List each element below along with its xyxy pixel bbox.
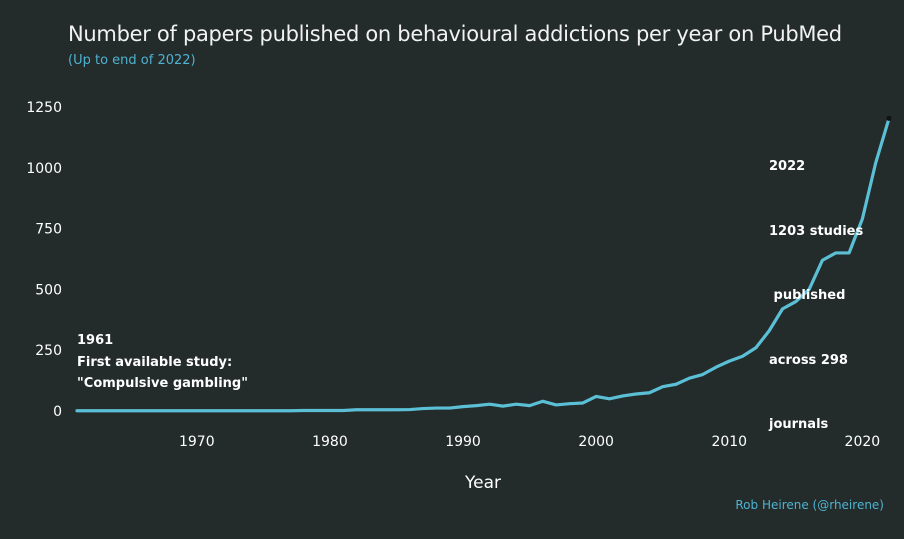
- annotation-2022-line: journals: [769, 417, 829, 432]
- annotation-first-study-line: First available study:: [77, 354, 233, 370]
- credit: Rob Heirene (@rheirene): [735, 498, 884, 512]
- y-tick-label: 250: [35, 343, 62, 359]
- chart-title: Number of papers published on behavioura…: [68, 22, 842, 46]
- x-tick-label: 2010: [711, 434, 747, 450]
- annotation-2022: 2022 1203 studies published across 298 j…: [769, 113, 863, 457]
- y-tick-label: 0: [53, 404, 62, 420]
- annotation-2022-line: 2022: [769, 159, 806, 174]
- annotation-2022-line: 1203 studies: [769, 223, 864, 239]
- y-tick-label: 1250: [26, 100, 62, 116]
- annotation-2022-line: across 298: [769, 352, 848, 368]
- x-tick-label: 1970: [179, 434, 215, 450]
- x-tick-label: 1990: [445, 434, 481, 450]
- annotation-2022-line: published: [769, 288, 846, 303]
- series-line: [75, 116, 891, 413]
- y-tick-label: 500: [35, 282, 62, 298]
- end-point-marker: [886, 115, 892, 121]
- annotation-first-study: 1961 First available study: "Compulsive …: [77, 330, 248, 395]
- x-tick-label: 2020: [845, 434, 881, 450]
- annotation-first-study-line: 1961: [77, 333, 114, 348]
- x-tick-label: 2000: [578, 434, 614, 450]
- x-axis-label: Year: [464, 473, 501, 493]
- y-tick-label: 1000: [26, 161, 62, 177]
- y-tick-label: 750: [35, 222, 62, 238]
- x-tick-label: 1980: [312, 434, 348, 450]
- chart-subtitle: (Up to end of 2022): [68, 53, 196, 68]
- annotation-first-study-line: "Compulsive gambling": [77, 376, 248, 391]
